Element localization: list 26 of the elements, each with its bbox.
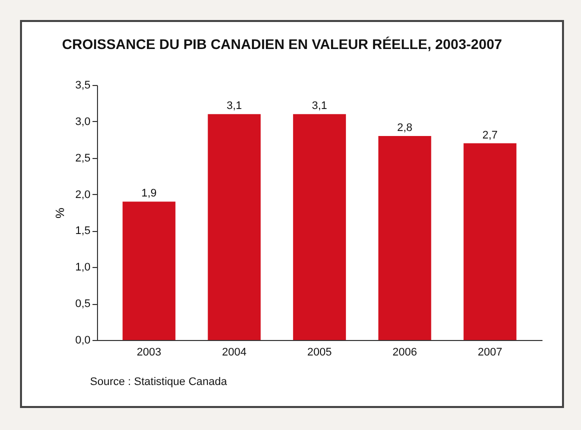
y-tick-label: 1,5: [75, 225, 90, 238]
y-tick-label: 1,0: [75, 262, 90, 274]
source-note: Source : Statistique Canada: [90, 376, 227, 388]
x-tick-label: 2003: [136, 346, 162, 358]
x-tick-label: 2005: [307, 346, 332, 358]
y-tick-label: 0,5: [75, 298, 90, 310]
bar: [464, 143, 516, 340]
bar: [293, 114, 346, 340]
x-tick-label: 2007: [478, 346, 502, 358]
y-tick-label: 2,5: [75, 152, 90, 164]
y-axis-title: %: [53, 207, 68, 218]
y-tick-label: 3,0: [75, 116, 90, 128]
x-tick-label: 2004: [222, 346, 246, 358]
bar: [208, 114, 261, 340]
x-tick-label: 2006: [392, 346, 417, 358]
y-tick-label: 0,0: [75, 334, 90, 346]
data-label: 1,9: [141, 188, 157, 200]
data-label: 3,1: [312, 100, 328, 112]
bar: [378, 136, 432, 340]
y-tick-label: 3,5: [75, 80, 90, 92]
data-label: 2,8: [397, 122, 412, 134]
chart-title: CROISSANCE DU PIB CANADIEN EN VALEUR RÉELLE, 2003-2007: [62, 36, 502, 52]
bar: [122, 202, 176, 340]
data-label: 3,1: [226, 100, 242, 112]
data-label: 2,7: [482, 129, 498, 142]
y-tick-label: 2,0: [75, 188, 90, 201]
